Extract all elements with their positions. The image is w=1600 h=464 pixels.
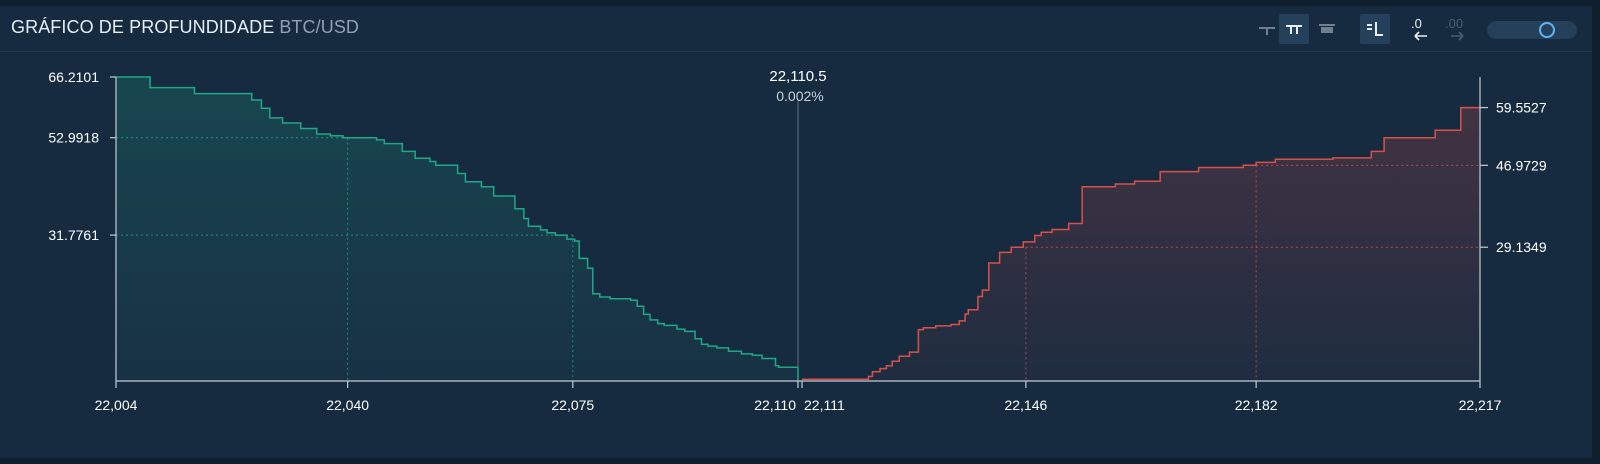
spread-percent-label: 0.002% [776, 88, 823, 104]
x-tick-label-0: 22,004 [95, 397, 138, 413]
panel-header: GRÁFICO DE PROFUNDIDADE BTC/USD .0 .00 [0, 6, 1592, 52]
x-tick-label-7: 22,217 [1459, 397, 1502, 413]
left-y-tick-label-2: 31.7761 [48, 227, 99, 243]
decimals-decrease-label: .0 [1411, 16, 1422, 31]
x-tick-label-6: 22,182 [1235, 397, 1278, 413]
x-tick-label-3: 22,110 [754, 397, 796, 413]
bid-area-fill [116, 77, 798, 381]
ask-area-fill [802, 107, 1480, 381]
x-tick-label-5: 22,146 [1004, 397, 1047, 413]
order-book-icon[interactable] [1360, 14, 1390, 44]
left-y-tick-label-1: 52.9918 [48, 130, 99, 146]
zoom-slider-knob[interactable] [1539, 22, 1556, 38]
right-y-tick-label-1: 46.9729 [1496, 157, 1547, 173]
x-tick-label-4: 22,111 [804, 397, 845, 413]
panel-title: GRÁFICO DE PROFUNDIDADE BTC/USD [11, 17, 359, 38]
ask-depth-line [802, 106, 1480, 380]
panel-title-text: GRÁFICO DE PROFUNDIDADE [11, 17, 275, 37]
layout-simple-icon[interactable] [1252, 14, 1282, 44]
trading-pair-label: BTC/USD [279, 17, 360, 37]
decimals-decrease-icon[interactable]: .0 [1408, 14, 1438, 44]
x-tick-label-2: 22,075 [551, 397, 594, 413]
layout-double-icon[interactable] [1279, 14, 1309, 44]
decimals-increase-icon[interactable]: .00 [1442, 14, 1472, 44]
bid-depth-line [116, 76, 798, 368]
zoom-slider[interactable] [1487, 21, 1577, 39]
right-y-tick-label-2: 29.1349 [1496, 239, 1547, 255]
mid-price-label: 22,110.5 [769, 68, 826, 85]
right-y-tick-label-0: 59.5527 [1496, 100, 1547, 116]
left-y-tick-label-0: 66.2101 [48, 69, 99, 85]
decimals-increase-label: .00 [1445, 16, 1463, 31]
layout-box-icon[interactable] [1312, 14, 1342, 44]
x-tick-label-1: 22,040 [326, 397, 369, 413]
